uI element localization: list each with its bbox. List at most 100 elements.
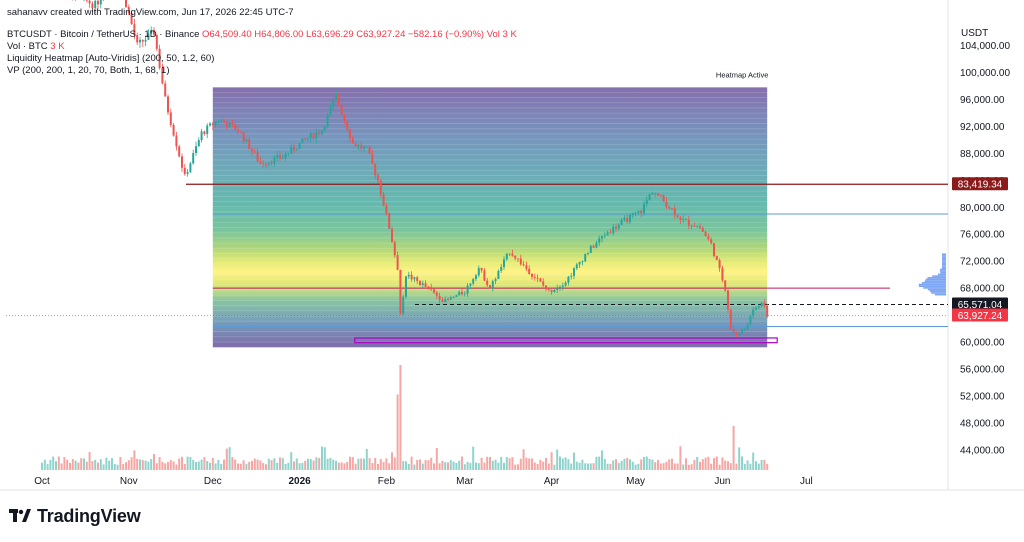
volume-profile-bar: [937, 273, 946, 276]
volume-bar: [248, 461, 251, 470]
volume-profile-bar: [923, 287, 946, 289]
candle: [519, 258, 522, 265]
volume-bar: [293, 461, 295, 470]
candle: [393, 242, 396, 256]
volume-bar: [329, 457, 332, 470]
time-tick-label: Oct: [34, 476, 50, 487]
volume-bar: [60, 463, 63, 470]
volume-bar: [195, 461, 197, 470]
volume-bar: [335, 460, 337, 470]
candle: [251, 149, 253, 152]
candle: [267, 162, 270, 165]
candle: [262, 163, 265, 165]
volume-bar: [281, 458, 284, 470]
candle: [550, 289, 553, 292]
time-tick-label: Mar: [456, 476, 474, 487]
volume-bar: [102, 464, 105, 470]
vp-indicator-line[interactable]: VP (200, 200, 1, 20, 70, Both, 1, 68, 1): [7, 65, 170, 76]
candle: [500, 267, 503, 271]
volume-bar: [242, 460, 245, 470]
volume-bar: [147, 461, 150, 470]
candle: [559, 286, 561, 288]
candle: [547, 289, 550, 290]
volume-bar: [539, 459, 542, 470]
price-tick-label: 80,000.00: [960, 203, 1005, 214]
support-box: [354, 337, 778, 344]
volume-bar: [251, 460, 253, 470]
candle: [634, 212, 637, 214]
volume-bar: [85, 461, 88, 470]
candle: [713, 243, 715, 256]
symbol-name[interactable]: BTCUSDT · Bitcoin / TetherUS · 1D · Bina…: [7, 29, 200, 40]
volume-bar: [617, 463, 620, 470]
volume-bar: [676, 463, 679, 470]
volume-bar: [393, 457, 396, 470]
candle: [707, 236, 710, 240]
volume-bar: [220, 463, 223, 470]
volume-bar: [480, 457, 483, 470]
heatmap-indicator-line[interactable]: Liquidity Heatmap [Auto-Viridis] (200, 5…: [7, 53, 215, 64]
volume-bar: [43, 459, 46, 470]
volume-bar: [270, 460, 273, 470]
volume-bar: [598, 456, 601, 470]
volume-bar: [503, 462, 505, 470]
candle: [181, 156, 183, 168]
volume-bar: [553, 464, 556, 470]
volume-bar: [321, 446, 323, 470]
candle: [293, 147, 295, 151]
candle: [217, 121, 220, 122]
candle: [357, 144, 360, 147]
volume-bar: [153, 454, 155, 470]
volume-bar: [307, 458, 309, 470]
volume-bar: [517, 464, 519, 470]
candle: [203, 131, 206, 134]
time-tick-label: Apr: [544, 476, 560, 487]
candle: [220, 120, 223, 122]
price-label-4: 63,927.24: [958, 311, 1003, 322]
volume-profile-bar: [929, 290, 946, 293]
volume-bar: [696, 456, 699, 470]
volume-bar: [433, 463, 435, 470]
volume-bar: [265, 464, 267, 470]
vol-suffix: Vol 3 K: [486, 29, 517, 40]
volume-bar: [262, 463, 265, 470]
candle: [239, 131, 242, 133]
volume-bar: [150, 459, 153, 470]
candle: [673, 208, 676, 216]
volume-bar: [475, 462, 477, 470]
candle: [141, 39, 144, 42]
volume-bar: [741, 456, 743, 470]
volume-bar: [391, 452, 393, 470]
candle: [211, 123, 214, 126]
candle: [752, 309, 755, 316]
candle: [455, 295, 458, 298]
candle: [153, 30, 155, 35]
candle: [545, 285, 547, 290]
volume-bar: [211, 457, 214, 470]
volume-bar: [657, 459, 659, 470]
candle: [167, 96, 169, 113]
tradingview-logo[interactable]: TradingView: [9, 505, 141, 527]
volume-indicator-value: 3 K: [50, 41, 65, 52]
price-tick-label: 56,000.00: [960, 364, 1005, 375]
candle: [452, 297, 455, 298]
candle: [654, 193, 657, 194]
candle: [662, 195, 665, 202]
volume-bar: [477, 463, 480, 470]
candle: [287, 153, 290, 155]
candle: [693, 226, 696, 227]
candle: [676, 215, 679, 218]
price-tick-label: 96,000.00: [960, 95, 1005, 106]
volume-bar: [360, 458, 363, 470]
candle: [637, 210, 640, 213]
candle: [643, 203, 645, 214]
candle: [183, 167, 186, 174]
volume-indicator-line[interactable]: Vol · BTC 3 K: [7, 41, 65, 53]
candle: [477, 268, 480, 276]
candle: [494, 279, 497, 282]
volume-bar: [525, 457, 528, 470]
volume-bar: [382, 462, 385, 470]
volume-bar: [578, 462, 581, 470]
